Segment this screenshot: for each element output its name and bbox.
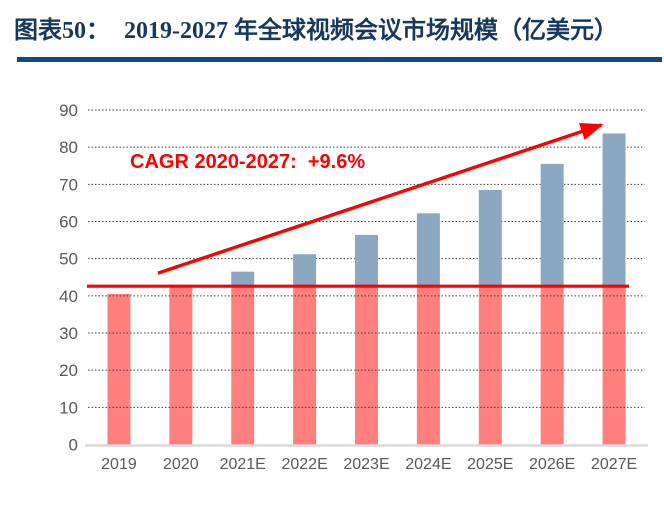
y-axis-label-0: 0 xyxy=(69,436,78,455)
bar-above-baseline-2025E xyxy=(478,189,502,287)
bar-below-baseline-2019 xyxy=(107,293,131,445)
bar-below-baseline-2027E xyxy=(602,286,626,445)
y-axis-label-90: 90 xyxy=(59,101,78,120)
bar-above-baseline-2023E xyxy=(355,234,378,287)
x-axis-label-2019: 2019 xyxy=(101,456,137,473)
x-axis-label-2023E: 2023E xyxy=(343,456,389,473)
bar-below-baseline-2022E xyxy=(293,286,317,445)
trend-arrow xyxy=(157,122,604,275)
figure-title: 2019-2027 年全球视频会议市场规模（亿美元） xyxy=(124,18,618,44)
y-axis-label-80: 80 xyxy=(59,138,78,157)
y-axis-label-50: 50 xyxy=(59,250,78,269)
x-axis-label-2021E: 2021E xyxy=(220,456,266,473)
figure-header: 图表50： 2019-2027 年全球视频会议市场规模（亿美元） xyxy=(14,16,662,46)
x-axis-label-2026E: 2026E xyxy=(529,456,575,473)
bar-above-baseline-2021E xyxy=(231,271,255,287)
bar-above-baseline-2026E xyxy=(540,163,564,287)
y-axis-label-10: 10 xyxy=(59,398,78,417)
figure-number: 图表50： xyxy=(14,18,110,44)
x-axis-label-2027E: 2027E xyxy=(591,456,637,473)
x-axis-label-2024E: 2024E xyxy=(405,456,451,473)
y-axis-label-60: 60 xyxy=(59,213,78,232)
bar-below-baseline-2026E xyxy=(540,286,564,445)
x-axis-label-2022E: 2022E xyxy=(281,456,327,473)
bar-below-baseline-2021E xyxy=(231,286,255,445)
bar-below-baseline-2023E xyxy=(355,286,378,445)
x-axis-label-2025E: 2025E xyxy=(467,456,513,473)
x-axis-label-2020: 2020 xyxy=(163,456,199,473)
bar-above-baseline-2022E xyxy=(293,254,317,287)
y-axis-label-40: 40 xyxy=(59,287,78,306)
y-axis-label-20: 20 xyxy=(59,361,78,380)
bar-below-baseline-2020 xyxy=(169,287,193,445)
y-axis-label-70: 70 xyxy=(59,175,78,194)
bar-above-baseline-2024E xyxy=(416,213,440,287)
bar-below-baseline-2024E xyxy=(416,286,440,445)
bar-below-baseline-2025E xyxy=(478,286,502,445)
title-separator xyxy=(17,57,662,62)
bar-above-baseline-2027E xyxy=(602,133,626,287)
cagr-annotation: CAGR 2020-2027: +9.6% xyxy=(130,151,366,173)
y-axis-label-30: 30 xyxy=(59,324,78,343)
